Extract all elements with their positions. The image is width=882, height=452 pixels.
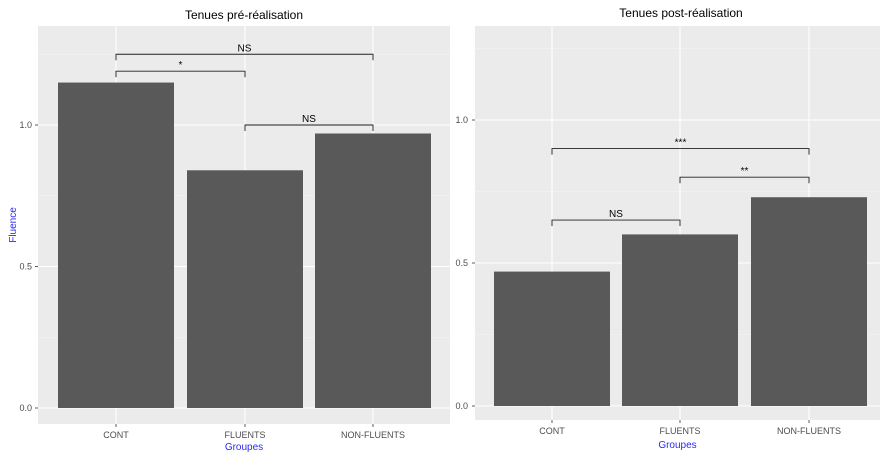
y-axis-title: Fluence <box>8 207 19 243</box>
y-tick-label: 0.0 <box>19 403 32 413</box>
x-tick-label: CONT <box>539 426 565 436</box>
bar-non-fluents <box>315 133 431 409</box>
chart-title: Tenues post-réalisation <box>619 6 742 20</box>
bar-fluents <box>622 234 738 406</box>
significance-label: NS <box>238 43 252 54</box>
x-tick-label: FLUENTS <box>224 430 265 440</box>
y-tick-label: 0.5 <box>455 258 468 268</box>
y-tick-label: 0.0 <box>455 401 468 411</box>
y-tick-label: 0.5 <box>19 262 32 272</box>
x-tick-label: FLUENTS <box>659 426 700 436</box>
significance-bracket <box>115 53 374 61</box>
significance-label: NS <box>609 209 623 220</box>
significance-bracket <box>679 176 810 184</box>
x-axis-title: Groupes <box>658 440 696 451</box>
x-axis-title: Groupes <box>225 442 263 452</box>
bar-non-fluents <box>751 197 867 406</box>
significance-label: ** <box>741 166 749 177</box>
bar-cont <box>58 82 174 409</box>
chart-title: Tenues pré-réalisation <box>185 8 303 22</box>
x-tick-label: NON-FLUENTS <box>777 426 841 436</box>
significance-bracket <box>244 124 374 131</box>
y-tick-label: 1.0 <box>455 115 468 125</box>
significance-bracket <box>551 148 810 155</box>
significance-label: NS <box>302 114 316 125</box>
x-tick-label: NON-FLUENTS <box>341 430 405 440</box>
chart-panel-2: 0.0 0.5 1.0 CONT FLUENTS NON-FLUENTS Tenues po… <box>455 6 880 451</box>
significance-label: * <box>179 60 183 71</box>
y-tick-label: 1.0 <box>19 120 32 130</box>
bar-fluents <box>187 170 303 408</box>
x-tick-label: CONT <box>103 430 129 440</box>
significance-bracket <box>115 70 246 78</box>
bar-cont <box>494 271 610 406</box>
chart-panel-1: 0.0 0.5 1.0 CONT FLUENTS NON-FLUENTS Tenues pr… <box>8 8 450 452</box>
significance-bracket <box>551 219 681 227</box>
significance-label: *** <box>675 138 687 149</box>
